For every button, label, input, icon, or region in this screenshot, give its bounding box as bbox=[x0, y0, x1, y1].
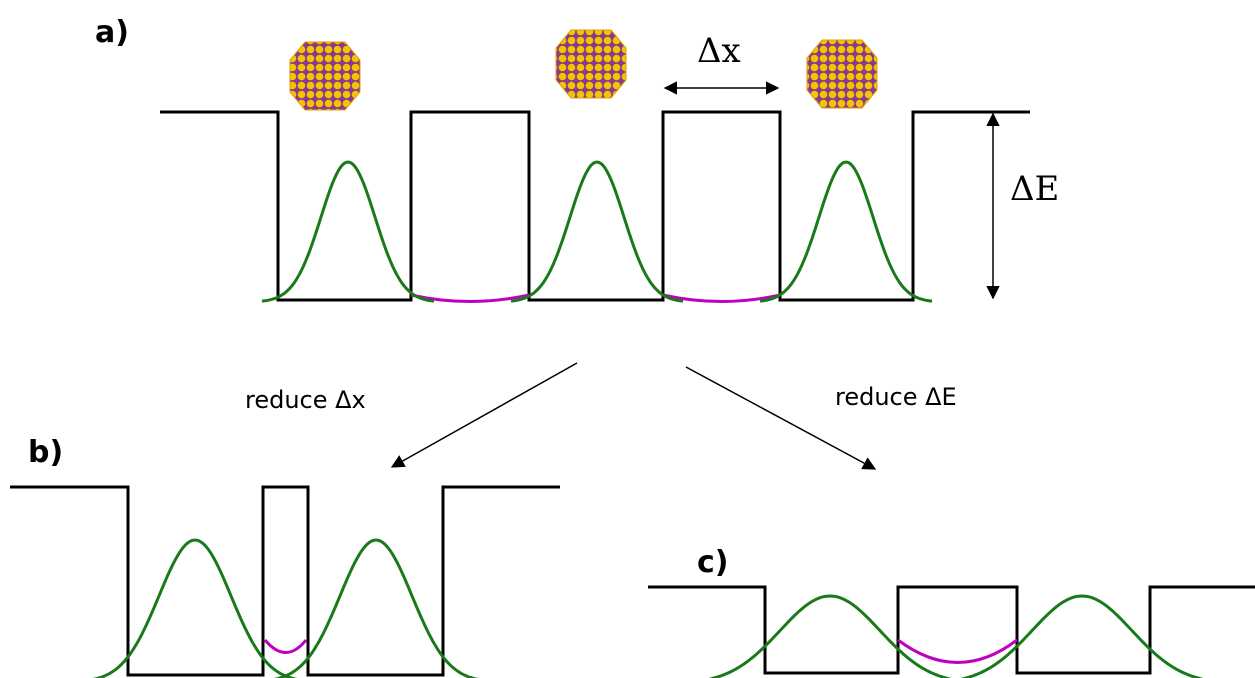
arrow-left bbox=[392, 363, 577, 467]
wavefunctions bbox=[70, 162, 1232, 678]
wavefunction bbox=[70, 540, 320, 678]
label-b: b) bbox=[28, 435, 63, 470]
potential-b bbox=[10, 487, 560, 675]
wavefunction bbox=[680, 596, 980, 678]
wavefunction bbox=[760, 162, 932, 301]
reduce-de: reduce ΔE bbox=[835, 383, 957, 411]
label-c: c) bbox=[697, 545, 729, 580]
diagram: a) Δx ΔE reduce Δx reduce ΔE b) c) bbox=[0, 0, 1255, 678]
wavefunction bbox=[262, 162, 434, 301]
nanoparticles bbox=[290, 30, 877, 110]
wavefunction bbox=[511, 162, 683, 301]
reduce-dx: reduce Δx bbox=[245, 386, 366, 414]
potential-a bbox=[160, 112, 1030, 300]
wavefunction bbox=[932, 596, 1232, 678]
de-label: ΔE bbox=[1010, 169, 1059, 209]
wavefunction bbox=[251, 540, 501, 678]
overlap-c bbox=[898, 640, 1017, 663]
overlap-b bbox=[265, 640, 306, 653]
dx-label: Δx bbox=[697, 31, 741, 71]
label-a: a) bbox=[95, 15, 129, 50]
